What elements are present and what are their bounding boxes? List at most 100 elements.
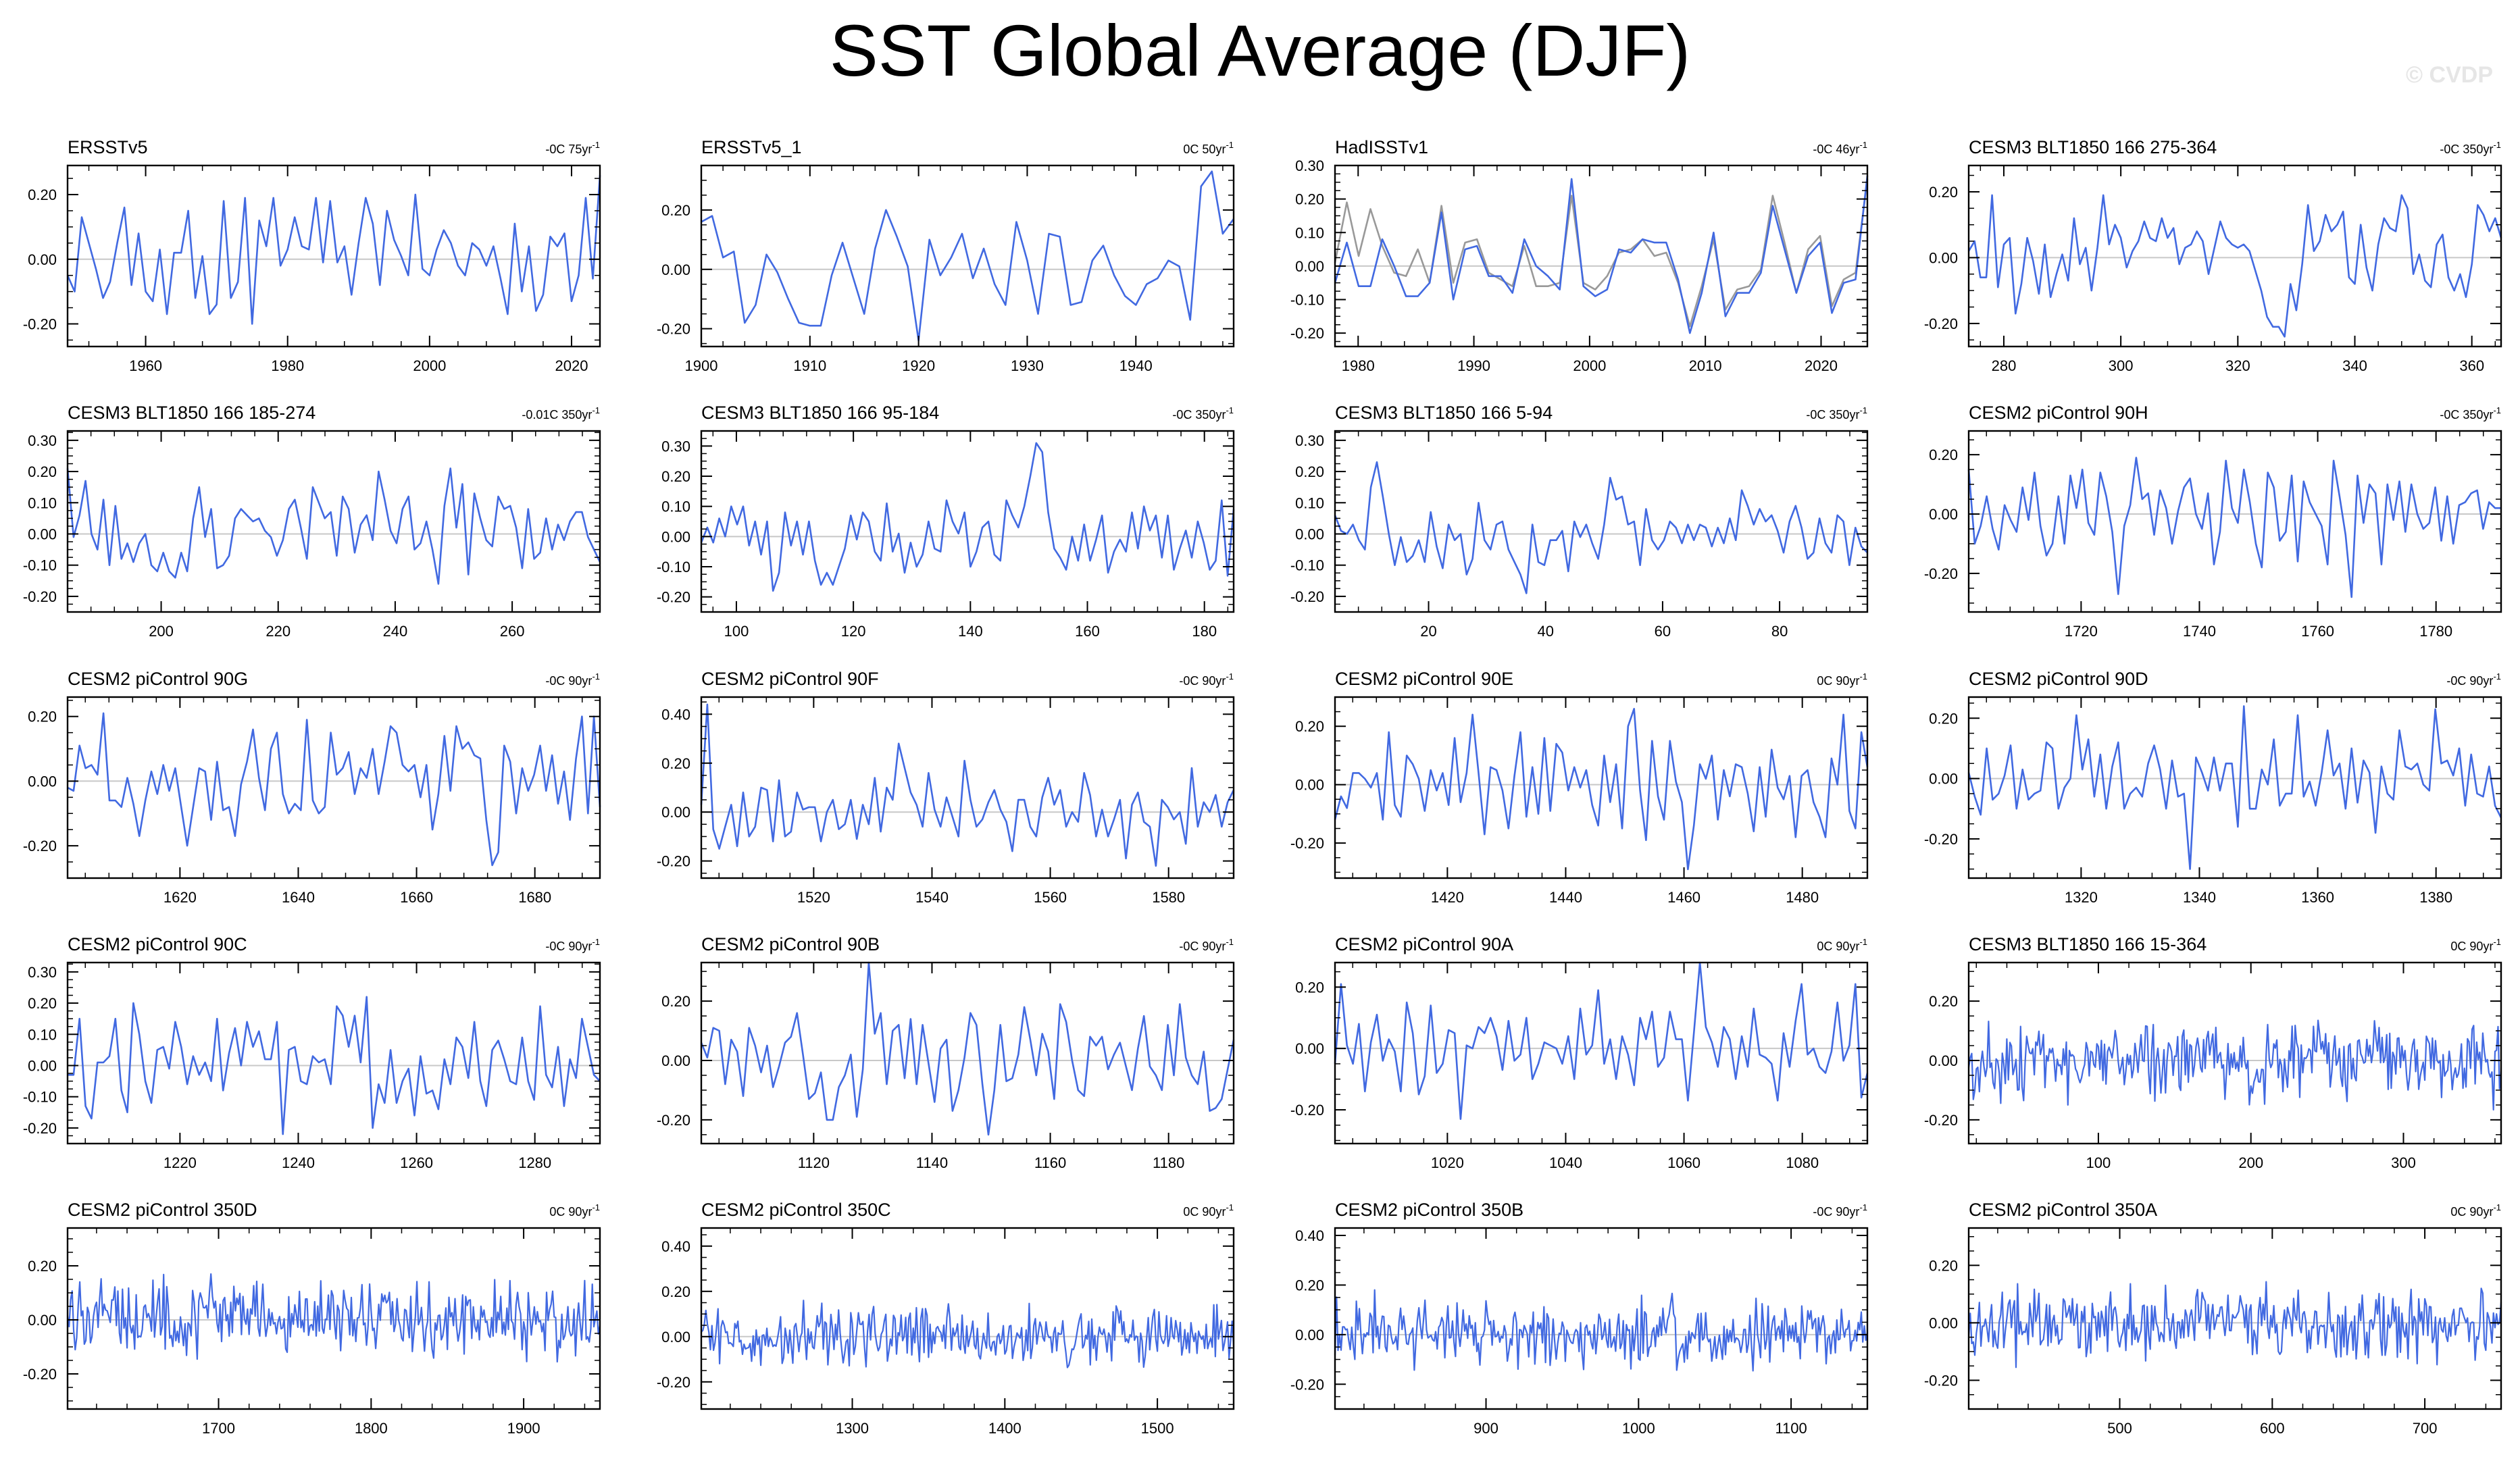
plot-frame bbox=[66, 164, 601, 348]
y-tick-label: -0.10 bbox=[1290, 557, 1324, 574]
series-line bbox=[1334, 961, 1869, 1120]
plot-frame bbox=[1334, 164, 1869, 348]
y-tick-label: 0.20 bbox=[1295, 463, 1324, 480]
chart-panel: 1320 1340 1360 1380 -0.20 0.00 0.20 CESM2 piCon… bbox=[1924, 669, 2502, 906]
y-tick-label: 0.30 bbox=[1295, 157, 1324, 174]
y-tick-label: 0.10 bbox=[1295, 224, 1324, 241]
y-tick-label: 0.20 bbox=[661, 755, 690, 772]
chart-panel: 280 300 320 340 360 -0.20 0.00 0.20 CESM3 BLT185… bbox=[1924, 137, 2502, 374]
y-tick-label: 0.00 bbox=[28, 1312, 57, 1329]
chart-panel: 1620 1640 1660 1680 -0.20 0.00 0.20 CESM2 piCon… bbox=[23, 669, 601, 906]
y-tick-label: 0.40 bbox=[1295, 1227, 1324, 1244]
series-line bbox=[1967, 1019, 2502, 1111]
y-tick-label: 0.00 bbox=[1295, 1040, 1324, 1057]
x-tick-label: 1930 bbox=[1011, 357, 1044, 374]
y-tick-label: 0.00 bbox=[661, 804, 690, 821]
panel-title: CESM2 piControl 90E bbox=[1335, 669, 1513, 689]
panel-title: HadISSTv1 bbox=[1335, 137, 1428, 157]
series-line bbox=[66, 175, 601, 325]
panel-title: CESM3 BLT1850 166 185-274 bbox=[68, 403, 316, 423]
chart-panel: 1300 1400 1500 -0.20 0.00 0.20 0.40 CESM2 piCon… bbox=[657, 1200, 1235, 1437]
chart-panel: 1700 1800 1900 -0.20 0.00 0.20 CESM2 piControl… bbox=[23, 1200, 601, 1437]
y-tick-label: 0.00 bbox=[1295, 258, 1324, 275]
trend-label: -0C 90yr-1 bbox=[1813, 1202, 1867, 1219]
x-tick-label: 260 bbox=[500, 623, 525, 640]
y-tick-label: 0.20 bbox=[1929, 446, 1958, 463]
plot-frame bbox=[1334, 961, 1869, 1145]
x-tick-label: 1460 bbox=[1667, 889, 1700, 906]
trend-label: -0C 75yr-1 bbox=[545, 140, 600, 156]
trend-label: 0C 90yr-1 bbox=[2450, 937, 2501, 953]
y-tick-label: 0.10 bbox=[28, 1026, 57, 1043]
plot-frame bbox=[1334, 1227, 1869, 1410]
series-line bbox=[1334, 1289, 1869, 1372]
x-tick-label: 1260 bbox=[400, 1154, 433, 1171]
x-tick-label: 1620 bbox=[163, 889, 197, 906]
panel-title: CESM2 piControl 90H bbox=[1969, 403, 2148, 423]
x-tick-label: 1140 bbox=[916, 1154, 948, 1171]
y-tick-label: -0.20 bbox=[657, 1374, 690, 1391]
x-tick-label: 1580 bbox=[1152, 889, 1185, 906]
y-tick-label: 0.20 bbox=[1295, 979, 1324, 996]
x-tick-label: 1700 bbox=[202, 1420, 235, 1437]
chart-panel: 1520 1540 1560 1580 -0.20 0.00 0.20 0.40 CESM2 p… bbox=[657, 669, 1235, 906]
y-tick-label: -0.20 bbox=[23, 838, 57, 854]
chart-panel: 100 120 140 160 180 -0.20 -0.10 0.00 0.10 0.20 0.3… bbox=[657, 403, 1235, 640]
y-tick-label: -0.20 bbox=[1924, 565, 1958, 582]
series-line bbox=[67, 712, 601, 867]
y-tick-label: 0.00 bbox=[1929, 506, 1958, 523]
plot-frame bbox=[700, 961, 1235, 1145]
y-tick-label: 0.10 bbox=[1295, 494, 1324, 511]
chart-panel: 1720 1740 1760 1780 -0.20 0.00 0.20 CESM2 piCon… bbox=[1924, 403, 2502, 640]
x-tick-label: 1990 bbox=[1457, 357, 1490, 374]
plot-frame bbox=[1334, 430, 1869, 613]
trend-label: 0C 90yr-1 bbox=[2450, 1202, 2501, 1219]
series-line bbox=[66, 467, 601, 585]
plot-frame bbox=[1967, 1227, 2502, 1410]
panel-title: ERSSTv5_1 bbox=[701, 137, 802, 157]
trend-label: -0C 350yr-1 bbox=[2440, 405, 2501, 421]
series-line bbox=[1334, 708, 1869, 871]
x-tick-label: 300 bbox=[2391, 1154, 2416, 1171]
x-tick-label: 1910 bbox=[793, 357, 826, 374]
y-tick-label: 0.30 bbox=[28, 964, 57, 981]
chart-panel: 20 40 60 80 -0.20 -0.10 0.00 0.10 0.20 0.30 CESM3 … bbox=[1290, 403, 1869, 640]
x-tick-label: 1360 bbox=[2301, 889, 2334, 906]
panel-title: CESM3 BLT1850 166 15-364 bbox=[1969, 934, 2207, 954]
x-tick-label: 1780 bbox=[2419, 623, 2452, 640]
y-tick-label: 0.00 bbox=[1929, 249, 1958, 266]
chart-panel: 200 220 240 260 -0.20 -0.10 0.00 0.10 0.20 0.30 CE… bbox=[23, 403, 601, 640]
x-tick-label: 1420 bbox=[1431, 889, 1464, 906]
y-tick-label: 0.10 bbox=[661, 498, 690, 515]
y-tick-label: 0.00 bbox=[28, 1057, 57, 1074]
x-tick-label: 340 bbox=[2342, 357, 2367, 374]
x-tick-label: 1500 bbox=[1141, 1420, 1174, 1437]
series-line bbox=[700, 442, 1235, 592]
y-tick-label: 0.00 bbox=[1295, 1327, 1324, 1344]
x-tick-label: 1660 bbox=[400, 889, 433, 906]
x-tick-label: 2020 bbox=[1805, 357, 1838, 374]
chart-panel: 1420 1440 1460 1480 -0.20 0.00 0.20 CESM2 piCon… bbox=[1290, 669, 1869, 906]
y-tick-label: 0.40 bbox=[661, 1238, 690, 1255]
y-tick-label: -0.20 bbox=[1924, 831, 1958, 848]
panel-title: CESM3 BLT1850 166 5-94 bbox=[1335, 403, 1553, 423]
x-tick-label: 2020 bbox=[555, 357, 588, 374]
plot-frame bbox=[700, 164, 1235, 348]
x-tick-label: 20 bbox=[1420, 623, 1436, 640]
x-tick-label: 1540 bbox=[915, 889, 949, 906]
chart-panel: 1220 1240 1260 1280 -0.20 -0.10 0.00 0.10 0.20 0.… bbox=[23, 934, 601, 1171]
secondary-series-line bbox=[1334, 178, 1869, 328]
y-tick-label: 0.00 bbox=[661, 261, 690, 278]
x-tick-label: 80 bbox=[1771, 623, 1788, 640]
y-tick-label: 0.00 bbox=[28, 251, 57, 268]
y-tick-label: 0.00 bbox=[1295, 777, 1324, 794]
y-tick-label: 0.30 bbox=[1295, 432, 1324, 449]
series-line bbox=[701, 1300, 1235, 1368]
x-tick-label: 120 bbox=[841, 623, 866, 640]
x-tick-label: 1760 bbox=[2301, 623, 2334, 640]
x-tick-label: 1900 bbox=[507, 1420, 540, 1437]
plot-frame bbox=[1967, 164, 2502, 348]
x-tick-label: 1720 bbox=[2065, 623, 2098, 640]
y-tick-label: 0.20 bbox=[661, 468, 690, 485]
